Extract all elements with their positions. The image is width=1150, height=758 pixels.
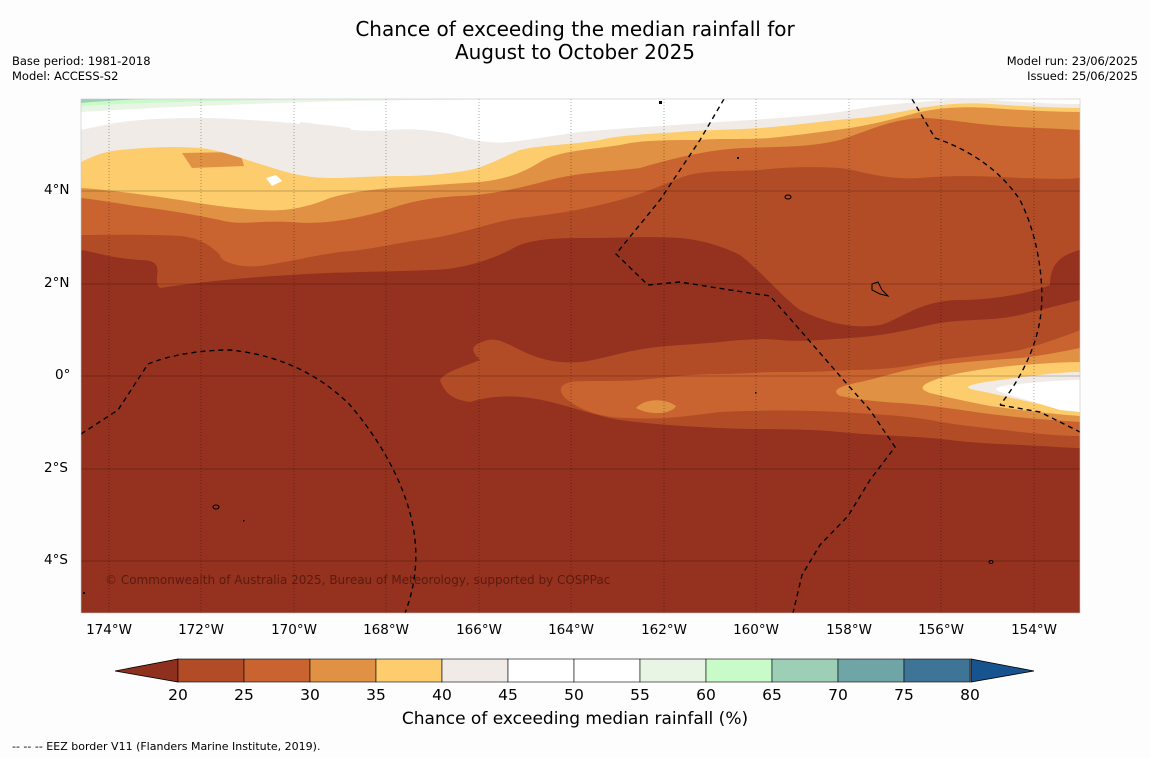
colorbar-tick-label: 60 [696, 686, 716, 704]
colorbar-tick-label: 50 [564, 686, 584, 704]
lon-label-168w: 168°W [363, 622, 409, 638]
lat-label-4s: 4°S [44, 552, 68, 568]
meta-right: Model run: 23/06/2025 Issued: 25/06/2025 [1007, 54, 1138, 84]
title-line-1: Chance of exceeding the median rainfall … [355, 17, 795, 41]
meta-left: Base period: 1981-2018 Model: ACCESS-S2 [12, 54, 151, 84]
lon-label-172w: 172°W [178, 622, 224, 638]
colorbar [114, 658, 1035, 683]
colorbar-tick-label: 80 [960, 686, 980, 704]
lon-label-162w: 162°W [641, 622, 687, 638]
lat-label-0: 0° [55, 367, 71, 383]
colorbar-segment [903, 658, 971, 683]
issued-date: Issued: 25/06/2025 [1027, 69, 1138, 83]
lon-label-166w: 166°W [456, 622, 502, 638]
lon-label-164w: 164°W [548, 622, 594, 638]
map-panel: © Commonwealth of Australia 2025, Bureau… [81, 99, 1080, 613]
colorbar-tick-label: 55 [630, 686, 650, 704]
title-line-2: August to October 2025 [454, 40, 696, 64]
colorbar-segment [177, 658, 245, 683]
colorbar-title: Chance of exceeding median rainfall (%) [401, 709, 749, 729]
colorbar-segment [375, 658, 443, 683]
colorbar-tick-label: 70 [828, 686, 848, 704]
base-period: Base period: 1981-2018 [12, 54, 151, 68]
model-run: Model run: 23/06/2025 [1006, 54, 1138, 68]
colorbar-tick-label: 30 [300, 686, 320, 704]
contour-65-70 [81, 99, 150, 103]
colorbar-tick-label: 75 [894, 686, 914, 704]
colorbar-tick-label: 40 [432, 686, 452, 704]
colorbar-segment [639, 658, 707, 683]
colorbar-segments [177, 658, 971, 683]
eez-borders [81, 99, 1080, 613]
colorbar-tick-label: 25 [234, 686, 254, 704]
colorbar-segment [243, 658, 311, 683]
colorbar-segment [705, 658, 773, 683]
colorbar-low-arrow [114, 658, 179, 683]
lat-label-4n: 4°N [44, 182, 70, 198]
contour-white-speck [266, 175, 282, 186]
colorbar-tick-label: 45 [498, 686, 518, 704]
colorbar-segment [309, 658, 377, 683]
colorbar-segment [507, 658, 575, 683]
map-title: Chance of exceeding the median rainfall … [0, 18, 1150, 64]
island-dots [83, 101, 757, 594]
copyright-text: © Commonwealth of Australia 2025, Bureau… [105, 573, 610, 587]
lon-label-158w: 158°W [826, 622, 872, 638]
lat-label-2s: 2°S [44, 460, 68, 476]
contour-55-60 [81, 99, 500, 112]
lon-label-156w: 156°W [918, 622, 964, 638]
colorbar-tick-label: 65 [762, 686, 782, 704]
lon-label-170w: 170°W [271, 622, 317, 638]
latitude-lines [81, 190, 1080, 562]
contour-30-35-equatorial [560, 330, 1080, 436]
colorbar-tick-label: 20 [168, 686, 188, 704]
contour-35-40-patch [636, 400, 676, 414]
colorbar-segment [837, 658, 905, 683]
lon-label-154w: 154°W [1011, 622, 1057, 638]
colorbar-high-arrow [970, 658, 1035, 683]
lon-label-174w: 174°W [86, 622, 132, 638]
contour-35-40-island [182, 152, 244, 168]
islands [212, 194, 994, 564]
contour-50-55 [81, 99, 1080, 143]
map-frame [80, 98, 1081, 614]
contour-60-65 [81, 99, 300, 106]
colorbar-segment [771, 658, 839, 683]
contour-45-50-island [300, 122, 360, 156]
contour-50-55-equatorial [996, 380, 1080, 412]
lon-label-160w: 160°W [733, 622, 779, 638]
colorbar-segment [573, 658, 641, 683]
colorbar-tick-label: 35 [366, 686, 386, 704]
model-name: Model: ACCESS-S2 [12, 69, 119, 83]
lat-label-2n: 2°N [44, 275, 70, 291]
eez-footer-note: -- -- -- EEZ border V11 (Flanders Marine… [12, 740, 321, 753]
colorbar-segment [441, 658, 509, 683]
